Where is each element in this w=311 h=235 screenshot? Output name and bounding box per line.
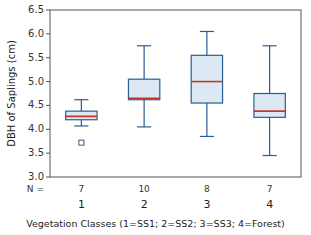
- whisker-cap-low: [137, 126, 151, 127]
- y-tick: [46, 105, 50, 106]
- y-tick-label: 4.5: [28, 99, 44, 110]
- whisker-cap-low: [200, 136, 214, 137]
- y-axis-title: DBH of Saplings (cm): [6, 40, 17, 147]
- y-tick-label: 5.5: [28, 52, 44, 63]
- n-count: 7: [267, 184, 273, 194]
- whisker-high: [269, 46, 270, 94]
- median: [191, 81, 222, 83]
- whisker-cap-high: [137, 45, 151, 46]
- box-group: [128, 46, 159, 127]
- n-count: 8: [204, 184, 210, 194]
- plot-frame: [50, 10, 301, 177]
- category-label: 2: [141, 198, 148, 211]
- whisker-low: [269, 117, 270, 155]
- n-count: 10: [138, 184, 150, 194]
- box: [254, 94, 285, 118]
- y-tick: [46, 57, 50, 58]
- whisker-cap-high: [263, 45, 277, 46]
- outlier: [79, 140, 84, 145]
- y-tick: [46, 10, 50, 11]
- boxes: [66, 31, 286, 155]
- y-tick: [46, 33, 50, 34]
- box-group: [191, 31, 222, 136]
- y-tick-label: 4.0: [28, 123, 44, 134]
- whisker-high: [144, 46, 145, 79]
- median: [254, 110, 285, 112]
- whisker-low: [144, 100, 145, 127]
- chart: 3.0 3.5 4.0 4.5 5.0 5.5 6.0 6.5 N = 7 1 10 2 8 3 7 4 Vege…: [0, 0, 311, 235]
- y-tick-label: 6.0: [28, 28, 44, 39]
- y-tick-label: 3.0: [28, 171, 44, 182]
- box: [128, 79, 159, 100]
- whisker-high: [81, 100, 82, 111]
- category-label: 4: [266, 198, 273, 211]
- whisker-low: [206, 103, 207, 136]
- whisker-low: [81, 120, 82, 126]
- category-label: 3: [203, 198, 210, 211]
- y-tick: [46, 81, 50, 82]
- median: [66, 116, 97, 118]
- n-label: N =: [27, 184, 44, 194]
- whisker-high: [206, 31, 207, 55]
- y-tick-label: 3.5: [28, 147, 44, 158]
- y-tick: [46, 129, 50, 130]
- whisker-cap-low: [74, 125, 88, 126]
- whisker-cap-low: [263, 155, 277, 156]
- box: [66, 111, 97, 120]
- category-label: 1: [78, 198, 85, 211]
- box-group: [66, 100, 97, 145]
- whisker-cap-high: [200, 31, 214, 32]
- median: [128, 97, 159, 99]
- x-axis-title: Vegetation Classes (1=SS1; 2=SS2; 3=SS3;…: [26, 218, 285, 229]
- y-tick-label: 6.5: [28, 4, 44, 15]
- y-axis: 3.0 3.5 4.0 4.5 5.0 5.5 6.0 6.5: [28, 4, 50, 182]
- box: [191, 55, 222, 103]
- whisker-cap-high: [74, 99, 88, 100]
- x-labels: N = 7 1 10 2 8 3 7 4: [27, 184, 273, 212]
- y-tick-label: 5.0: [28, 76, 44, 87]
- y-tick: [46, 177, 50, 178]
- box-group: [254, 46, 285, 156]
- y-tick: [46, 153, 50, 154]
- n-count: 7: [79, 184, 85, 194]
